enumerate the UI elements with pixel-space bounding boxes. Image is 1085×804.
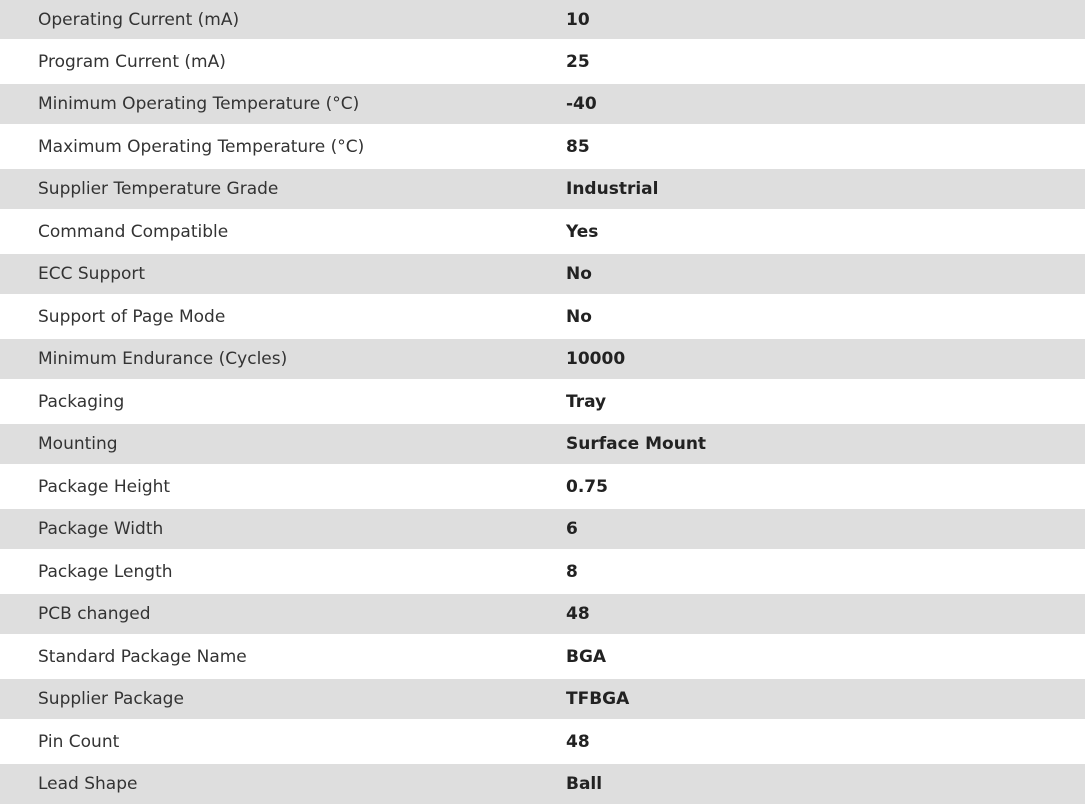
- spec-value: Industrial: [566, 179, 659, 199]
- spec-row: Command Compatible Yes: [0, 209, 1085, 254]
- spec-label: Package Width: [38, 519, 164, 539]
- spec-row: Lead Shape Ball: [0, 764, 1085, 804]
- spec-row: Supplier Package TFBGA: [0, 679, 1085, 719]
- spec-label: Packaging: [38, 391, 125, 412]
- spec-label: Support of Page Mode: [38, 306, 226, 327]
- spec-value: BGA: [566, 646, 607, 667]
- spec-label: Maximum Operating Temperature (°C): [38, 136, 365, 157]
- spec-row: Package Height 0.75: [0, 464, 1085, 509]
- spec-label: Supplier Temperature Grade: [38, 179, 279, 199]
- spec-row: Pin Count 48: [0, 719, 1085, 764]
- spec-label: Pin Count: [38, 731, 120, 752]
- spec-row: Standard Package Name BGA: [0, 634, 1085, 679]
- spec-value: No: [566, 264, 592, 284]
- spec-label: Minimum Operating Temperature (°C): [38, 94, 360, 114]
- spec-value: Tray: [566, 391, 607, 412]
- spec-row: Program Current (mA) 25: [0, 39, 1085, 84]
- spec-row: Package Width 6: [0, 509, 1085, 549]
- spec-label: Package Length: [38, 561, 173, 582]
- spec-value: 6: [566, 519, 578, 539]
- spec-value: 48: [566, 604, 590, 624]
- spec-label: PCB changed: [38, 604, 151, 624]
- spec-row: Package Length 8: [0, 549, 1085, 594]
- spec-row: Maximum Operating Temperature (°C) 85: [0, 124, 1085, 169]
- spec-value: 85: [566, 136, 590, 157]
- spec-value: No: [566, 306, 592, 327]
- spec-label: Standard Package Name: [38, 646, 247, 667]
- spec-row: Minimum Endurance (Cycles) 10000: [0, 339, 1085, 379]
- spec-row: Minimum Operating Temperature (°C) -40: [0, 84, 1085, 124]
- spec-row: PCB changed 48: [0, 594, 1085, 634]
- spec-value: 8: [566, 561, 578, 582]
- spec-value: 0.75: [566, 476, 608, 497]
- spec-label: Supplier Package: [38, 689, 184, 709]
- spec-value: -40: [566, 94, 597, 114]
- spec-label: Command Compatible: [38, 221, 229, 242]
- spec-value: 10000: [566, 349, 626, 369]
- spec-value: 48: [566, 731, 590, 752]
- spec-value: TFBGA: [566, 689, 630, 709]
- spec-row: Mounting Surface Mount: [0, 424, 1085, 464]
- spec-label: Minimum Endurance (Cycles): [38, 349, 288, 369]
- spec-row: Operating Current (mA) 10: [0, 0, 1085, 39]
- spec-value: Ball: [566, 774, 603, 794]
- spec-label: Mounting: [38, 434, 118, 454]
- spec-row: ECC Support No: [0, 254, 1085, 294]
- spec-label: ECC Support: [38, 264, 146, 284]
- spec-label: Lead Shape: [38, 774, 138, 794]
- spec-value: Surface Mount: [566, 434, 707, 454]
- spec-value: Yes: [566, 221, 599, 242]
- spec-label: Operating Current (mA): [38, 9, 240, 30]
- spec-row: Packaging Tray: [0, 379, 1085, 424]
- spec-label: Package Height: [38, 476, 171, 497]
- spec-row: Support of Page Mode No: [0, 294, 1085, 339]
- spec-value: 25: [566, 51, 590, 72]
- spec-value: 10: [566, 9, 590, 30]
- spec-row: Supplier Temperature Grade Industrial: [0, 169, 1085, 209]
- spec-label: Program Current (mA): [38, 51, 226, 72]
